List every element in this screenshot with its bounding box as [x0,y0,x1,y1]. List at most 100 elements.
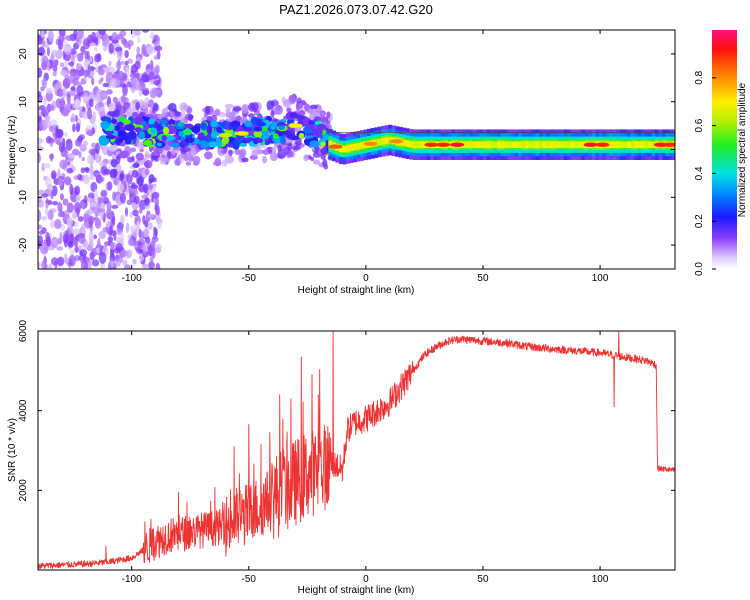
spectrogram-scatter-blob [309,104,318,110]
snr-y-tick-label: 2000 [18,479,29,502]
spectrogram-noise-blob [48,30,55,43]
spectrogram-band-blob [105,134,116,140]
spectrogram-scatter-blob [297,138,302,144]
spectrogram-scatter-blob [271,146,277,155]
spectrogram-ridge-segment [634,141,639,149]
spectrogram-scatter-blob [107,181,113,191]
spectrogram-x-tick-label: 0 [363,273,369,284]
spectrogram-band-blob [253,130,263,138]
spectrogram-scatter-blob [292,145,301,151]
spectrogram-ridge-segment [637,141,642,149]
spectrogram-x-ticks: -100 -50 0 50 100 [122,30,609,284]
spectrogram-noise-blob [73,70,81,81]
spectrogram-band-blob [148,118,155,126]
spectrogram-ridge-segment [412,141,417,149]
spectrogram-hot-spot [218,132,233,138]
spectrogram-ridge-segment [500,141,505,149]
spectrogram-noise-blob [126,249,133,259]
spectrogram-ridge-segment [507,141,512,149]
spectrogram-scatter-blob [221,159,228,167]
spectrogram-noise-blob [142,243,147,254]
spectrogram-noise-blob [84,50,89,61]
spectrogram-scatter-blob [134,72,140,79]
spectrogram-scatter-blob [323,163,329,170]
snr-x-tick-label: 0 [363,574,369,585]
spectrogram-band-blob [177,121,185,127]
spectrogram-noise-blob [120,192,126,204]
spectrogram-noise-blob [114,259,121,267]
spectrogram-y-tick-label: -20 [18,237,29,252]
spectrogram-band-blob [128,135,134,140]
spectrogram-noise-blob [89,98,94,108]
spectrogram-band-blob [198,132,205,139]
spectrogram-scatter-blob [268,149,273,155]
spectrogram-scatter-blob [204,105,211,115]
spectrogram-noise-blob [102,226,110,233]
spectrogram-band-blob [200,122,208,131]
spectrogram-ridge-segment [651,141,656,149]
spectrogram-noise-blob [50,219,55,229]
spectrogram-band-blob [307,124,316,130]
spectrogram-ridge-segment [563,141,568,149]
spectrogram-ridge-segment [630,141,635,149]
spectrogram-noise-blob [52,71,57,77]
spectrogram-ridge-segment [405,140,410,147]
spectrogram-scatter-blob [161,158,171,163]
snr-y-axis-label: SNR (10 * v/v) [7,418,18,482]
spectrogram-scatter-blob [188,156,195,162]
spectrogram-band-blob [206,125,213,135]
spectrogram-noise-blob [88,148,97,155]
spectrogram-noise-blob [63,39,67,52]
spectrogram-noise-blob [83,261,88,269]
spectrogram-noise-blob [72,228,81,235]
spectrogram-scatter-blob [255,148,263,155]
spectrogram-noise-blob [153,79,161,86]
spectrogram-noise-blob [95,247,100,254]
spectrogram-hot-spot [363,141,378,146]
chart-title: PAZ1.2026.073.07.42.G20 [279,2,433,17]
spectrogram-ridge-segment [553,141,558,149]
spectrogram-scatter-blob [133,84,142,91]
spectrogram-band-blob [98,137,109,146]
spectrogram-noise-blob [97,208,106,213]
spectrogram-noise-blob [141,263,149,269]
spectrogram-image [38,30,675,269]
spectrogram-band-blob [116,121,124,127]
spectrogram-band-blob [197,140,209,146]
spectrogram-scatter-blob [221,149,227,155]
spectrogram-noise-blob [57,237,63,245]
spectrogram-noise-blob [41,215,48,221]
colorbar-tick-label: 0.0 [694,262,705,276]
spectrogram-noise-blob [142,30,150,33]
spectrogram-noise-blob [50,138,55,144]
spectrogram-x-tick-label: 100 [592,273,609,284]
spectrogram-scatter-blob [309,112,315,121]
spectrogram-scatter-blob [111,73,118,79]
spectrogram-ridge-segment [486,141,491,149]
spectrogram-noise-blob [110,259,114,269]
spectrogram-ridge-segment [626,141,632,149]
colorbar-tick-label: 0.8 [694,70,705,84]
spectrogram-ridge-segment [409,141,414,148]
spectrogram-band-blob [150,127,158,134]
spectrogram-ridge-segment [342,145,347,153]
snr-y-tick-label: 6000 [18,319,29,342]
spectrogram-y-tick-label: 10 [18,96,29,108]
spectrogram-noise-blob [124,60,129,65]
spectrogram-noise-blob [41,260,46,269]
spectrogram-noise-blob [38,114,43,125]
spectrogram-noise-blob [64,131,68,138]
spectrogram-noise-blob [149,256,154,264]
spectrogram-noise-blob [157,219,162,229]
spectrogram-scatter-blob [187,114,194,120]
spectrogram-noise-blob [38,110,41,118]
spectrogram-noise-blob [59,69,68,77]
spectrogram-noise-blob [100,190,107,198]
spectrogram-noise-blob [66,216,74,228]
spectrogram-noise-blob [43,96,47,106]
spectrogram-noise-blob [87,259,92,269]
spectrogram-noise-blob [70,113,76,123]
spectrogram-ridge-segment [504,141,509,149]
spectrogram-band-blob [160,119,168,125]
